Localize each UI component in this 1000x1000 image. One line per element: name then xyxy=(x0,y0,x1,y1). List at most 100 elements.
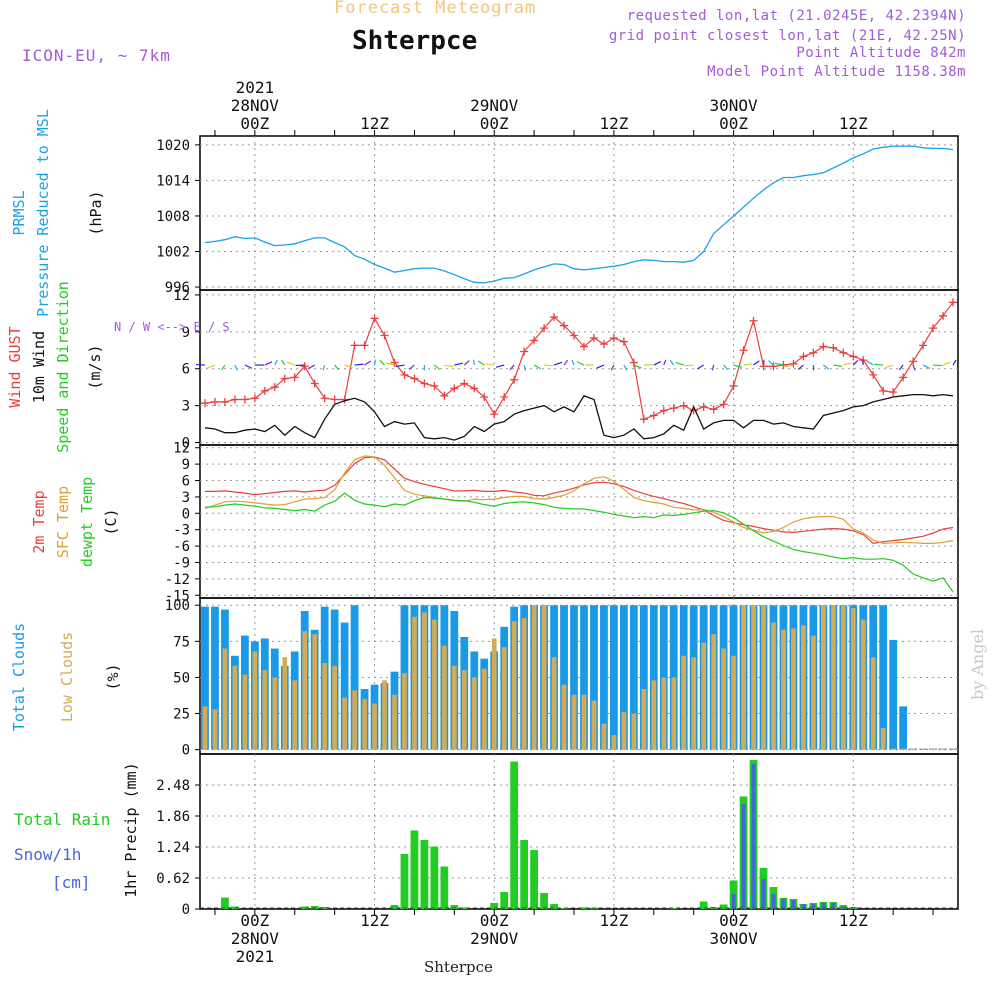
low-cloud-bar xyxy=(272,677,278,750)
rain-bar xyxy=(520,840,529,909)
low-clouds-label: Low Clouds xyxy=(58,632,76,722)
low-cloud-bar xyxy=(322,663,328,750)
total-cloud-bar xyxy=(201,606,209,750)
precipitation-ytick-label: 1.86 xyxy=(156,809,190,825)
total-cloud-bar xyxy=(610,605,618,750)
gust-marker xyxy=(659,406,668,415)
low-cloud-bar xyxy=(432,619,437,750)
gust-marker xyxy=(879,386,888,395)
wind-direction-arrow xyxy=(743,363,753,366)
snow-bar xyxy=(751,764,756,909)
gust-marker xyxy=(729,381,738,390)
precipitation-ytick-label: 1.24 xyxy=(156,840,190,856)
gust-marker xyxy=(939,311,948,320)
wind-direction-arrow xyxy=(753,360,760,366)
wind-direction-arrow xyxy=(733,364,742,368)
pressure-ytick-label: 1014 xyxy=(156,173,190,189)
rain-bar xyxy=(400,854,409,909)
temp-sfc-label: SFC Temp xyxy=(54,486,72,558)
wind-direction-arrow xyxy=(523,364,527,371)
low-cloud-bar xyxy=(641,689,647,750)
low-cloud-bar xyxy=(791,628,796,750)
wind-direction-arrow xyxy=(395,364,405,368)
low-cloud-bar xyxy=(262,670,268,750)
precipitation-frame xyxy=(199,753,959,910)
wind-direction-arrow xyxy=(334,364,340,371)
wind-direction-arrow xyxy=(784,364,794,368)
snow-label: Snow/1h xyxy=(14,845,81,864)
low-cloud-bar xyxy=(781,629,786,750)
snow-bar xyxy=(731,894,736,909)
gust-marker xyxy=(310,379,319,388)
gust-marker xyxy=(699,402,708,411)
top-time-label: 12Z xyxy=(360,114,389,133)
rain-bar xyxy=(320,907,329,909)
low-cloud-bar xyxy=(561,684,567,750)
gust-marker xyxy=(560,321,569,330)
wind-direction-arrow xyxy=(898,364,904,371)
temp-2m-label: 2m Temp xyxy=(30,490,48,553)
low-cloud-bar xyxy=(402,673,407,750)
low-cloud-bar xyxy=(222,648,228,750)
wind-direction-arrow xyxy=(610,364,615,371)
low-cloud-bar xyxy=(352,690,357,750)
wind-gust-label: Wind GUST xyxy=(6,326,24,407)
wind-direction-arrow xyxy=(354,363,364,366)
wind-direction-arrow xyxy=(833,364,843,367)
rain-bar xyxy=(410,830,419,909)
wind-panel: 0 3 6 9 12 xyxy=(173,288,959,452)
low-cloud-bar xyxy=(741,605,746,750)
top-time-label: 28NOV xyxy=(231,96,280,115)
pressure-ytick-label: 1002 xyxy=(156,245,190,261)
gust-marker xyxy=(599,340,608,349)
rain-bar xyxy=(221,897,229,909)
station-title: Shterpce xyxy=(352,26,478,56)
clouds-ytick-label: 25 xyxy=(173,707,190,723)
total-cloud-bar xyxy=(619,605,628,750)
wind-direction-arrow xyxy=(696,364,704,370)
top-time-label: 12Z xyxy=(839,114,868,133)
temp-dewpt-label: dewpt Temp xyxy=(78,477,96,567)
precip-axis-label: 1hr Precip (mm) xyxy=(122,762,140,897)
low-cloud-bar xyxy=(631,713,637,750)
clouds-unit: (%) xyxy=(104,663,122,690)
gust-marker xyxy=(200,399,209,408)
low-cloud-bar xyxy=(880,728,886,750)
rain-bar xyxy=(530,850,539,909)
wind-direction-arrow xyxy=(379,359,385,366)
gust-marker xyxy=(270,383,279,392)
low-cloud-bar xyxy=(940,748,946,750)
pressure-ytick-label: 1008 xyxy=(156,209,190,225)
snow-bar xyxy=(781,899,786,909)
wind-direction-arrow xyxy=(885,364,894,369)
gust-marker xyxy=(360,341,369,350)
low-cloud-bar xyxy=(451,665,457,750)
wind-direction-arrow xyxy=(723,364,729,371)
rain-bar xyxy=(390,905,399,909)
snow-bar xyxy=(821,903,826,909)
temp-sfc-line xyxy=(204,455,954,545)
pressure-label: PRMSL xyxy=(10,190,28,235)
low-cloud-bar xyxy=(761,605,766,750)
gust-marker xyxy=(769,362,778,371)
low-cloud-bar xyxy=(422,612,427,750)
low-cloud-bar xyxy=(900,748,906,750)
gust-marker xyxy=(530,336,539,345)
low-cloud-bar xyxy=(551,657,557,750)
gust-marker xyxy=(540,324,549,333)
low-cloud-bar xyxy=(232,665,238,750)
compass-rose: N / W <--> E / S xyxy=(114,320,230,334)
gust-marker xyxy=(330,395,339,404)
low-cloud-bar xyxy=(342,697,347,750)
wind-direction-arrow xyxy=(861,359,864,366)
gust-marker xyxy=(669,404,678,413)
top-time-label: 2021 xyxy=(236,78,275,97)
gust-marker xyxy=(220,397,229,406)
wind-direction-arrow xyxy=(322,364,326,371)
low-cloud-bar xyxy=(511,621,517,750)
low-cloud-bar xyxy=(212,709,218,750)
gust-marker xyxy=(829,343,838,352)
wind-direction-arrow xyxy=(623,364,628,371)
precipitation-panel: 0 0.62 1.24 1.86 2.48 xyxy=(156,753,959,918)
wind-direction-arrow xyxy=(596,364,605,369)
